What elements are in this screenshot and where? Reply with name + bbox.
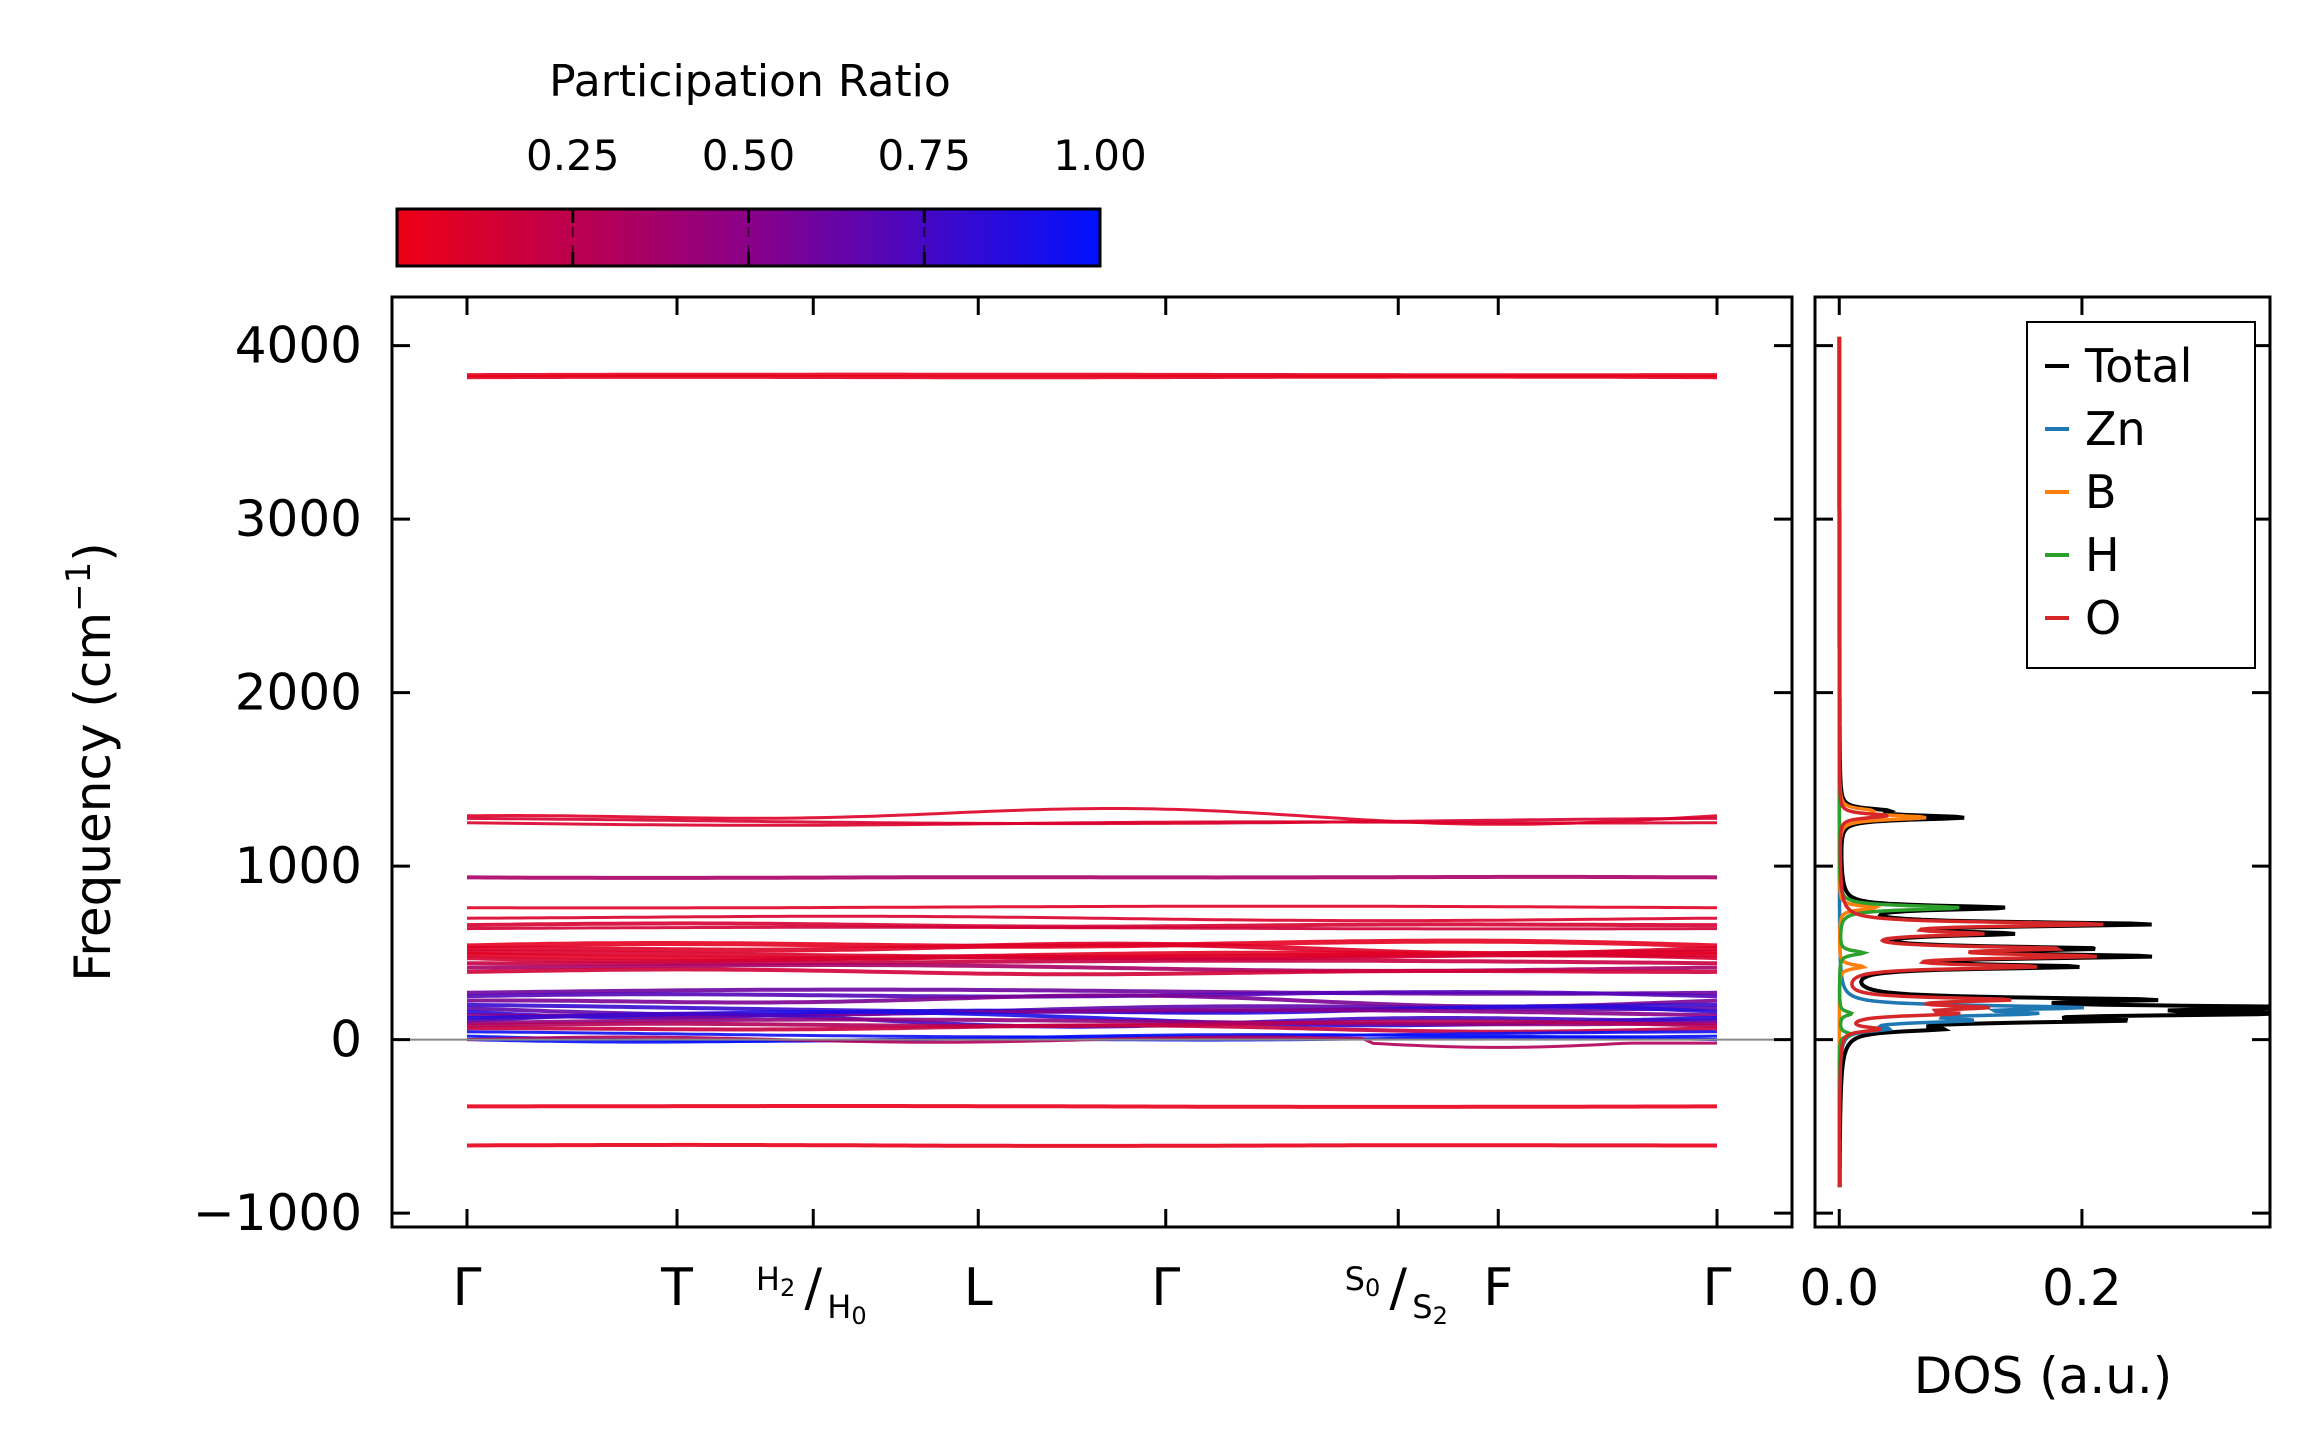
legend-label: Zn [2085,402,2146,456]
dos-curve-o [1837,336,2104,1188]
y-tick-label: 1000 [235,837,362,895]
k-point-label: F [1483,1258,1513,1318]
k-point-label-a: H2 [756,1260,795,1302]
k-point-slash: / [804,1258,822,1318]
band-line [466,914,1717,923]
colorbar-tick-label: 0.25 [526,131,620,180]
dos-curves [1837,336,2270,1188]
k-point-label: Γ [453,1258,482,1318]
colorbar: Participation Ratio 0.25 0.50 0.75 1.00 [395,56,1147,268]
legend-box [2026,321,2256,669]
colorbar-ticks: 0.25 0.50 0.75 1.00 [526,131,1147,266]
colorbar-tick-label: 0.75 [877,131,971,180]
k-point-label: Γ [1151,1258,1180,1318]
dos-panel: 0.0 0.2 DOS (a.u.) Total Zn BHO [1800,295,2272,1405]
legend-label: H [2085,528,2120,582]
k-point-label-b: S2 [1412,1288,1448,1330]
y-tick-label: 4000 [235,317,362,375]
band-line [466,807,1718,826]
k-point-label-b: H0 [827,1288,866,1330]
band-line [466,374,1718,380]
legend-label: B [2085,465,2117,519]
k-point-label: Γ [1703,1258,1732,1318]
dos-axes: 0.0 0.2 [1800,297,2270,1317]
k-point-sub-a: 0 [1365,1274,1380,1302]
k-point-sub-a: 2 [780,1274,795,1302]
dos-curve-h [1837,336,1960,1188]
dos-x-tick-label: 0.0 [1800,1259,1880,1317]
y-tick-label: 0 [330,1011,362,1069]
legend-label: Total [2084,339,2192,393]
y-tick-label: −1000 [193,1184,362,1242]
k-point-label: L [964,1258,993,1318]
band-line [466,820,1718,827]
band-line [466,1017,1718,1027]
dos-plot-frame [1813,295,2272,1229]
k-point-split-label: H2/H0 [756,1258,867,1330]
colorbar-tick-label: 0.50 [702,131,796,180]
k-point-sub-b: 0 [851,1302,866,1330]
k-point-label: T [660,1258,693,1318]
k-point-split-label: S0/S2 [1345,1258,1448,1330]
band-line [466,953,1718,964]
colorbar-title: Participation Ratio [549,56,951,107]
y-tick-label: 3000 [235,490,362,548]
dos-curve-b [1837,336,1927,1188]
k-point-sub-b: 2 [1433,1302,1448,1330]
dos-x-axis-title: DOS (a.u.) [1914,1347,2173,1405]
dos-legend: Total Zn BHO [2026,321,2256,669]
band-line [467,874,1718,880]
k-point-label-a: S0 [1345,1260,1381,1302]
band-line [467,1104,1717,1109]
band-plot-frame [390,295,1794,1229]
band-line [467,1023,1718,1034]
band-line [466,904,1717,910]
legend-label: O [2085,591,2121,645]
band-line [467,958,1718,966]
k-point-slash: / [1389,1258,1407,1318]
dos-x-tick-label: 0.2 [2042,1259,2122,1317]
band-line [466,967,1718,977]
band-line [466,925,1717,931]
y-tick-label: 2000 [235,664,362,722]
colorbar-tick-label: 1.00 [1053,131,1147,180]
y-axis-title: Frequency (cm−1) [59,542,122,982]
band-line [466,1142,1717,1148]
band-lines [466,372,1718,1148]
